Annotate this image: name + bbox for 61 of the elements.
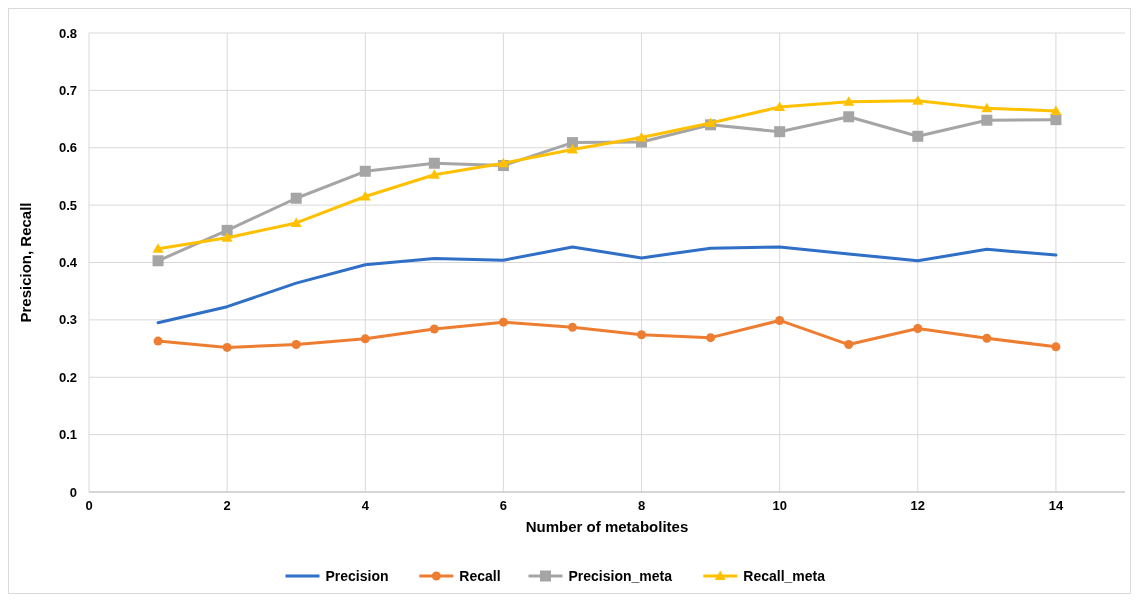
point xyxy=(981,114,993,126)
point xyxy=(497,157,509,168)
point xyxy=(221,232,233,242)
point xyxy=(706,333,716,343)
point xyxy=(291,340,301,350)
point xyxy=(912,95,924,105)
y-tick-label: 0 xyxy=(69,484,77,500)
point xyxy=(981,102,993,113)
y-axis-title: Presicion, Recall xyxy=(17,202,34,323)
x-tick-label: 12 xyxy=(910,498,926,513)
y-tick-label: 0.8 xyxy=(58,25,77,41)
x-tick-label: 14 xyxy=(1048,498,1064,513)
point xyxy=(1051,342,1061,352)
point xyxy=(1050,105,1062,116)
point xyxy=(775,315,785,325)
point xyxy=(566,137,578,149)
point xyxy=(498,317,508,327)
point xyxy=(428,157,440,169)
point xyxy=(1050,114,1062,126)
legend-label: Recall_meta xyxy=(743,567,826,584)
point xyxy=(359,191,371,201)
y-tick-label: 0.1 xyxy=(58,427,77,443)
legend-label: Precision xyxy=(325,567,389,584)
point xyxy=(290,217,302,227)
x-tick-label: 10 xyxy=(772,498,787,513)
point xyxy=(221,224,233,236)
point xyxy=(428,169,440,179)
point xyxy=(843,111,855,123)
y-tick-label: 0.6 xyxy=(58,140,77,156)
x-tick-label: 2 xyxy=(223,498,231,513)
point xyxy=(636,131,648,142)
x-tick-label: 4 xyxy=(361,498,370,513)
line-series xyxy=(156,245,1058,325)
point xyxy=(843,96,855,106)
point xyxy=(290,192,302,204)
x-tick-label: 0 xyxy=(85,498,93,513)
point xyxy=(774,126,786,138)
point xyxy=(360,334,370,344)
point xyxy=(844,340,854,350)
point xyxy=(567,322,577,332)
point xyxy=(913,323,923,333)
legend-label: Recall xyxy=(459,567,501,584)
y-tick-label: 0.7 xyxy=(58,82,77,98)
point xyxy=(912,130,924,142)
y-tick-label: 0.4 xyxy=(58,255,78,271)
point xyxy=(222,342,232,352)
legend-label: Precision_meta xyxy=(568,567,673,584)
point xyxy=(359,165,371,177)
point xyxy=(774,101,786,112)
x-tick-label: 8 xyxy=(637,498,646,513)
point xyxy=(637,330,647,340)
y-tick-label: 0.5 xyxy=(58,197,77,213)
x-axis-title: Number of metabolites xyxy=(525,518,689,535)
point xyxy=(152,255,164,267)
point xyxy=(153,336,163,346)
y-tick-label: 0.3 xyxy=(58,312,77,328)
point xyxy=(152,243,164,253)
y-tick-label: 0.2 xyxy=(58,369,77,385)
x-tick-label: 6 xyxy=(499,498,508,513)
point xyxy=(982,333,992,343)
point xyxy=(429,324,439,334)
